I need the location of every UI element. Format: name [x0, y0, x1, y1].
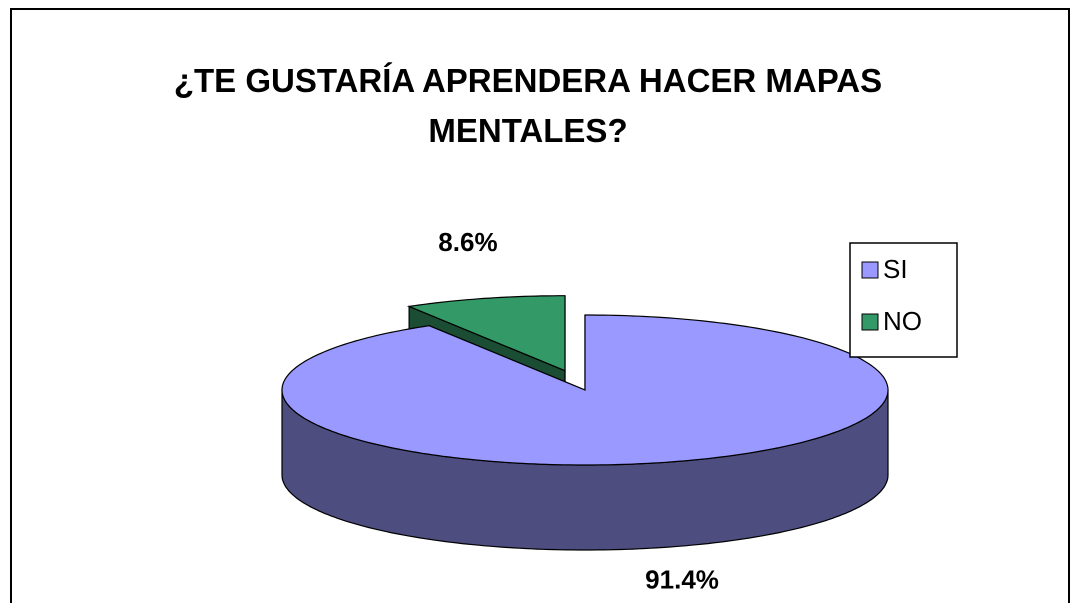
data-label: 91.4%	[645, 565, 719, 595]
legend-swatch	[861, 261, 879, 279]
legend-swatch	[861, 313, 879, 331]
slice-top	[406, 295, 566, 372]
legend-label: SI	[883, 254, 908, 284]
legend-label: NO	[883, 306, 922, 336]
slice	[281, 314, 889, 551]
chart-border	[10, 8, 1070, 603]
data-label: 8.6%	[438, 227, 497, 257]
chart-title: ¿TE GUSTARÍA APRENDERA HACER MAPAS MENTA…	[173, 62, 883, 149]
slice-top	[281, 314, 889, 466]
